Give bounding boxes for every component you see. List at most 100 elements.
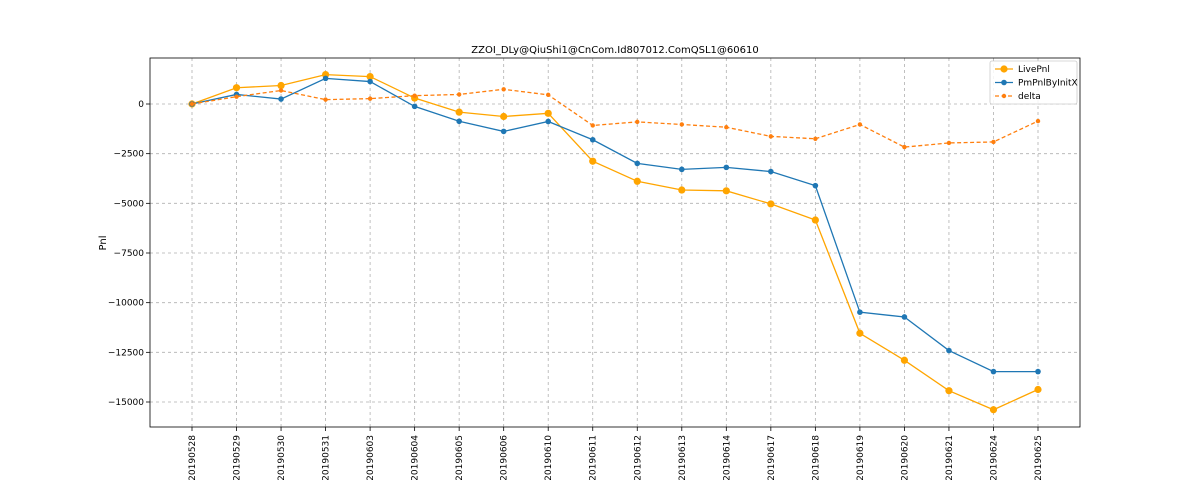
data-point-delta [1035,118,1041,124]
data-point-livepnl [989,406,998,414]
x-tick-label: 20190625 [1034,435,1044,480]
data-point-delta [234,94,239,99]
data-point-livepnl [633,177,641,185]
x-tick-label: 20190624 [989,435,999,480]
series-line-pmpnlbyinitx [191,77,1038,373]
data-point-livepnl [277,81,285,90]
data-point-livepnl [945,387,953,395]
data-point-pmpnlbyinitx [946,347,952,354]
x-tick-label: 20190614 [722,435,732,480]
data-point-livepnl [678,186,686,194]
data-point-pmpnlbyinitx [634,160,641,167]
legend-label-livepnl: LivePnl [1018,65,1050,75]
data-point-pmpnlbyinitx [812,182,819,189]
data-point-livepnl [767,200,775,208]
legend-label-delta: delta [1018,92,1041,102]
data-point-livepnl [900,356,909,364]
series-line-livepnl [191,73,1039,411]
y-tick-label: −5000 [114,199,145,209]
data-point-pmpnlbyinitx [990,368,997,375]
x-tick-label: 20190531 [322,435,332,480]
x-tick-label: 20190617 [767,435,777,480]
data-point-livepnl [232,84,241,92]
legend-label-pmpnlbyinitx: PmPnlByInitX [1018,79,1078,89]
data-point-pmpnlbyinitx [589,136,596,143]
data-point-delta [278,88,284,93]
x-tick-label: 20190603 [366,435,376,480]
data-point-delta [635,119,640,125]
legend: LivePnl PmPnlByInitX delta [989,60,1078,105]
data-point-pmpnlbyinitx [411,103,418,110]
legend-marker-livepnl [1000,65,1008,73]
data-point-pmpnlbyinitx [723,164,730,171]
y-tick-label: −15000 [108,398,144,408]
data-point-livepnl [856,329,864,337]
data-point-delta [501,87,506,92]
data-point-livepnl [455,108,463,116]
data-point-pmpnlbyinitx [456,118,462,125]
data-point-delta [546,92,551,98]
data-point-delta [813,136,818,141]
x-tick-label: 20190612 [633,435,643,480]
x-tick-label: 20190605 [455,435,465,480]
data-point-pmpnlbyinitx [768,168,774,175]
data-point-delta [991,139,996,145]
x-tick-label: 20190620 [900,435,910,480]
x-tick-label: 20190529 [233,435,243,480]
data-point-delta [679,122,684,127]
x-tick-label: 20190611 [589,435,599,480]
data-point-pmpnlbyinitx [278,96,284,102]
x-tick-label: 20190621 [945,435,955,480]
data-point-delta [946,140,952,146]
data-point-delta [323,97,328,102]
grid [150,58,1080,427]
y-tick-label: −10000 [108,299,144,309]
data-point-livepnl [544,109,552,117]
y-tick-label: −2500 [114,150,145,160]
series-group [188,70,1042,414]
y-tick-label: 0 [138,100,144,110]
data-point-delta [189,101,195,107]
data-point-pmpnlbyinitx [322,75,329,82]
data-point-pmpnlbyinitx [367,78,373,85]
data-point-pmpnlbyinitx [545,118,552,125]
plot-area-frame [149,57,1081,428]
data-point-pmpnlbyinitx [1035,368,1041,375]
data-point-pmpnlbyinitx [678,166,685,173]
x-tick-label: 20190618 [811,435,821,480]
x-tick-label: 20190530 [277,435,287,480]
x-tick-label: 20190604 [411,435,421,480]
data-point-delta [367,96,373,101]
chart-title: ZZOI_DLy@QiuShi1@CnCom.Id807012.ComQSL1@… [471,45,758,56]
data-point-pmpnlbyinitx [500,128,507,135]
data-point-pmpnlbyinitx [901,314,908,320]
x-tick-label: 20190528 [188,435,198,480]
data-point-livepnl [811,216,819,224]
y-tick-label: −7500 [114,249,145,259]
axis-ticks: 20190528 20190529 20190530 20190531 20190603… [108,100,1044,480]
x-tick-label: 20190606 [500,435,510,480]
x-tick-label: 20190610 [544,435,554,480]
data-point-delta [768,134,774,139]
data-point-delta [456,92,462,97]
legend-box [989,60,1078,105]
y-tick-label: −12500 [108,348,144,358]
data-point-delta [590,123,595,128]
data-point-delta [724,125,729,130]
data-point-livepnl [722,187,730,195]
legend-marker-pmpnlbyinitx [1001,79,1007,86]
x-tick-label: 20190619 [856,435,866,480]
data-point-pmpnlbyinitx [857,309,863,316]
data-point-livepnl [500,112,508,121]
series-line-delta [191,88,1039,148]
data-point-livepnl [1034,385,1042,394]
data-point-delta [902,144,907,150]
data-point-delta [412,93,417,98]
data-point-livepnl [366,72,374,81]
x-tick-label: 20190613 [678,435,688,480]
data-point-livepnl [589,157,597,165]
legend-marker-delta [1001,93,1007,99]
data-point-delta [857,122,863,127]
